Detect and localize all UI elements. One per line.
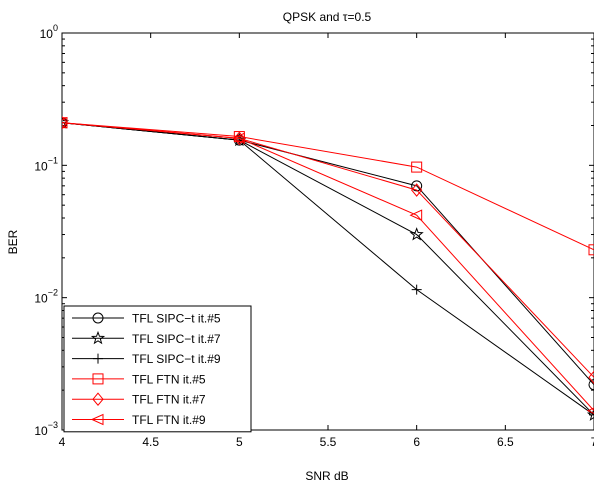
marker-triangle-left (90, 413, 104, 426)
x-tick-label: 5.5 (320, 435, 337, 449)
marker-diamond (588, 370, 594, 385)
legend-entry: TFL SIPC−t it.#9 (72, 352, 221, 366)
x-tick-label: 5 (236, 435, 243, 449)
legend-entry: TFL FTN it.#5 (72, 372, 206, 386)
marker-circle (588, 379, 594, 391)
y-tick-label: 10−1 (34, 155, 58, 173)
legend-label: TFL SIPC−t it.#5 (132, 312, 221, 326)
x-tick-label: 6 (413, 435, 420, 449)
marker-square (588, 244, 594, 256)
chart-title: QPSK and τ=0.5 (283, 10, 372, 24)
marker-star (586, 407, 594, 421)
y-tick-label: 10−2 (34, 288, 58, 306)
legend-label: TFL FTN it.#9 (132, 413, 206, 427)
legend-label: TFL SIPC−t it.#9 (132, 352, 221, 366)
y-tick-label: 10−3 (34, 420, 58, 438)
plot-area: 4 4.5 5 5.5 6 6.5 7 10−3 10−2 10−1 100 TFL SIPC−t i… (34, 23, 594, 449)
marker-plus (93, 353, 103, 364)
y-tick-label: 100 (40, 23, 58, 41)
series-line (62, 122, 594, 251)
marker-diamond (92, 392, 104, 406)
marker-square (411, 161, 423, 173)
legend-label: TFL FTN it.#7 (132, 393, 206, 407)
marker-square (92, 373, 104, 385)
marker-triangle-left (232, 132, 245, 145)
marker-plus (411, 284, 422, 295)
x-tick-label: 4 (59, 435, 66, 449)
legend-entry: TFL FTN it.#9 (72, 413, 206, 427)
legend: TFL SIPC−t it.#5 TFL SIPC−t it.#7 TFL SIPC… (63, 305, 252, 433)
marker-diamond (411, 183, 423, 197)
legend-entry: TFL SIPC−t it.#7 (72, 330, 221, 346)
legend-entry: TFL FTN it.#7 (72, 392, 206, 407)
x-tick-label: 4.5 (142, 435, 159, 449)
series-line (62, 122, 594, 416)
marker-triangle-left (409, 209, 423, 221)
y-axis-label: BER (6, 229, 20, 254)
x-axis-label: SNR dB (305, 469, 348, 483)
marker-star (409, 227, 424, 241)
series-layer (62, 115, 594, 421)
legend-box (63, 305, 252, 433)
legend-label: TFL FTN it.#5 (132, 372, 206, 386)
marker-star (62, 115, 70, 129)
marker-circle (92, 312, 104, 324)
legend-entry: TFL SIPC−t it.#5 (72, 312, 221, 326)
marker-triangle-left (62, 116, 68, 129)
marker-star (90, 330, 106, 345)
marker-plus (589, 409, 594, 420)
marker-diamond (62, 115, 68, 130)
legend-label: TFL SIPC−t it.#7 (132, 332, 221, 346)
marker-diamond (233, 131, 245, 146)
marker-circle (411, 180, 423, 192)
x-tick-label: 6.5 (497, 435, 514, 449)
x-tick-label: 7 (591, 435, 594, 449)
series-line (62, 122, 594, 411)
